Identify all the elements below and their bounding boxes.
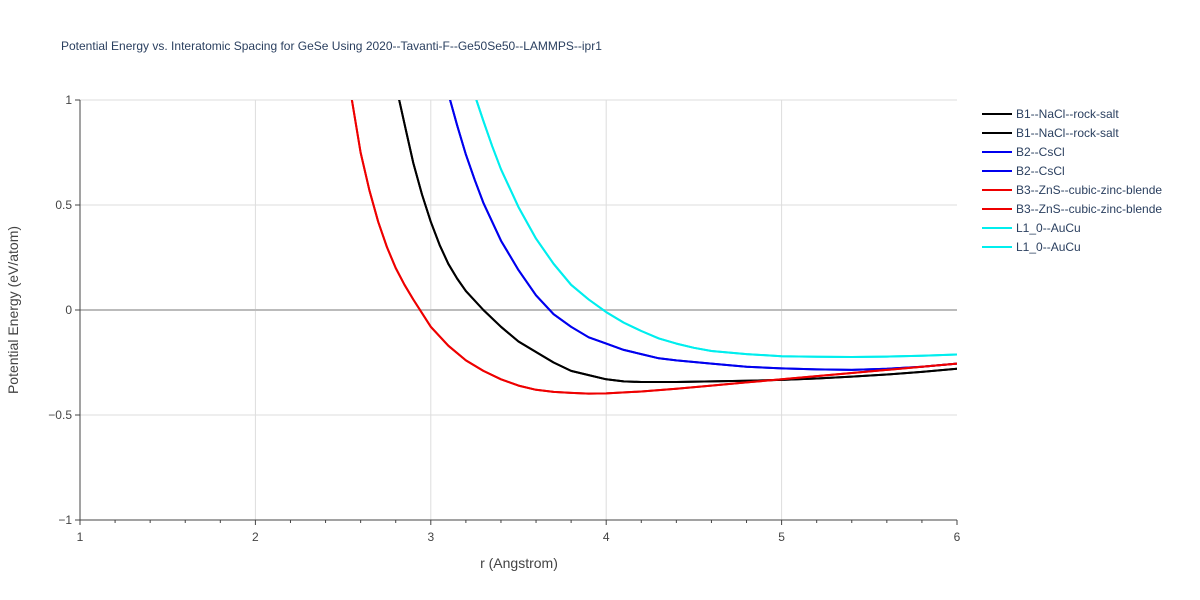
x-tick-label: 3 — [427, 530, 434, 544]
legend-label: B1--NaCl--rock-salt — [1016, 126, 1119, 140]
legend-label: B3--ZnS--cubic-zinc-blende — [1016, 202, 1162, 216]
series-line-7 — [475, 100, 957, 358]
x-tick-label: 2 — [252, 530, 259, 544]
legend-label: B1--NaCl--rock-salt — [1016, 107, 1119, 121]
y-tick-label: −1 — [58, 513, 72, 527]
series-line-5 — [350, 100, 957, 395]
legend-item[interactable]: B2--CsCl — [982, 145, 1065, 159]
legend-label: B2--CsCl — [1016, 145, 1065, 159]
legend-label: B3--ZnS--cubic-zinc-blende — [1016, 183, 1162, 197]
x-tick-label: 4 — [603, 530, 610, 544]
x-axis-title: r (Angstrom) — [480, 555, 558, 571]
series-line-1 — [398, 100, 957, 383]
legend-item[interactable]: B3--ZnS--cubic-zinc-blende — [982, 183, 1162, 197]
legend-item[interactable]: B2--CsCl — [982, 164, 1065, 178]
legend-item[interactable]: B1--NaCl--rock-salt — [982, 107, 1119, 121]
plot-lines — [350, 100, 957, 395]
legend-label: L1_0--AuCu — [1016, 240, 1081, 254]
chart-title: Potential Energy vs. Interatomic Spacing… — [61, 39, 602, 53]
series-line-6 — [350, 100, 957, 395]
tick-labels: 1 2 3 4 5 6 −1 −0.5 0 0.5 1 — [48, 93, 960, 544]
legend-label: L1_0--AuCu — [1016, 221, 1081, 235]
grid — [80, 99, 957, 520]
series-line-8 — [475, 100, 957, 358]
legend: B1--NaCl--rock-salt B1--NaCl--rock-salt B2… — [982, 107, 1162, 254]
y-axis-title: Potential Energy (eV/atom) — [5, 226, 21, 394]
legend-label: B2--CsCl — [1016, 164, 1065, 178]
legend-item[interactable]: B1--NaCl--rock-salt — [982, 126, 1119, 140]
legend-item[interactable]: L1_0--AuCu — [982, 240, 1081, 254]
x-tick-label: 6 — [954, 530, 961, 544]
axes — [75, 99, 958, 525]
y-tick-label: 0 — [65, 303, 72, 317]
x-tick-label: 1 — [77, 530, 84, 544]
series-line-4 — [449, 100, 957, 371]
legend-item[interactable]: L1_0--AuCu — [982, 221, 1081, 235]
x-tick-label: 5 — [778, 530, 785, 544]
series-line-2 — [398, 100, 957, 383]
y-tick-label: 0.5 — [55, 198, 72, 212]
y-tick-label: −0.5 — [48, 408, 72, 422]
series-line-3 — [449, 100, 957, 371]
legend-item[interactable]: B3--ZnS--cubic-zinc-blende — [982, 202, 1162, 216]
y-tick-label: 1 — [65, 93, 72, 107]
